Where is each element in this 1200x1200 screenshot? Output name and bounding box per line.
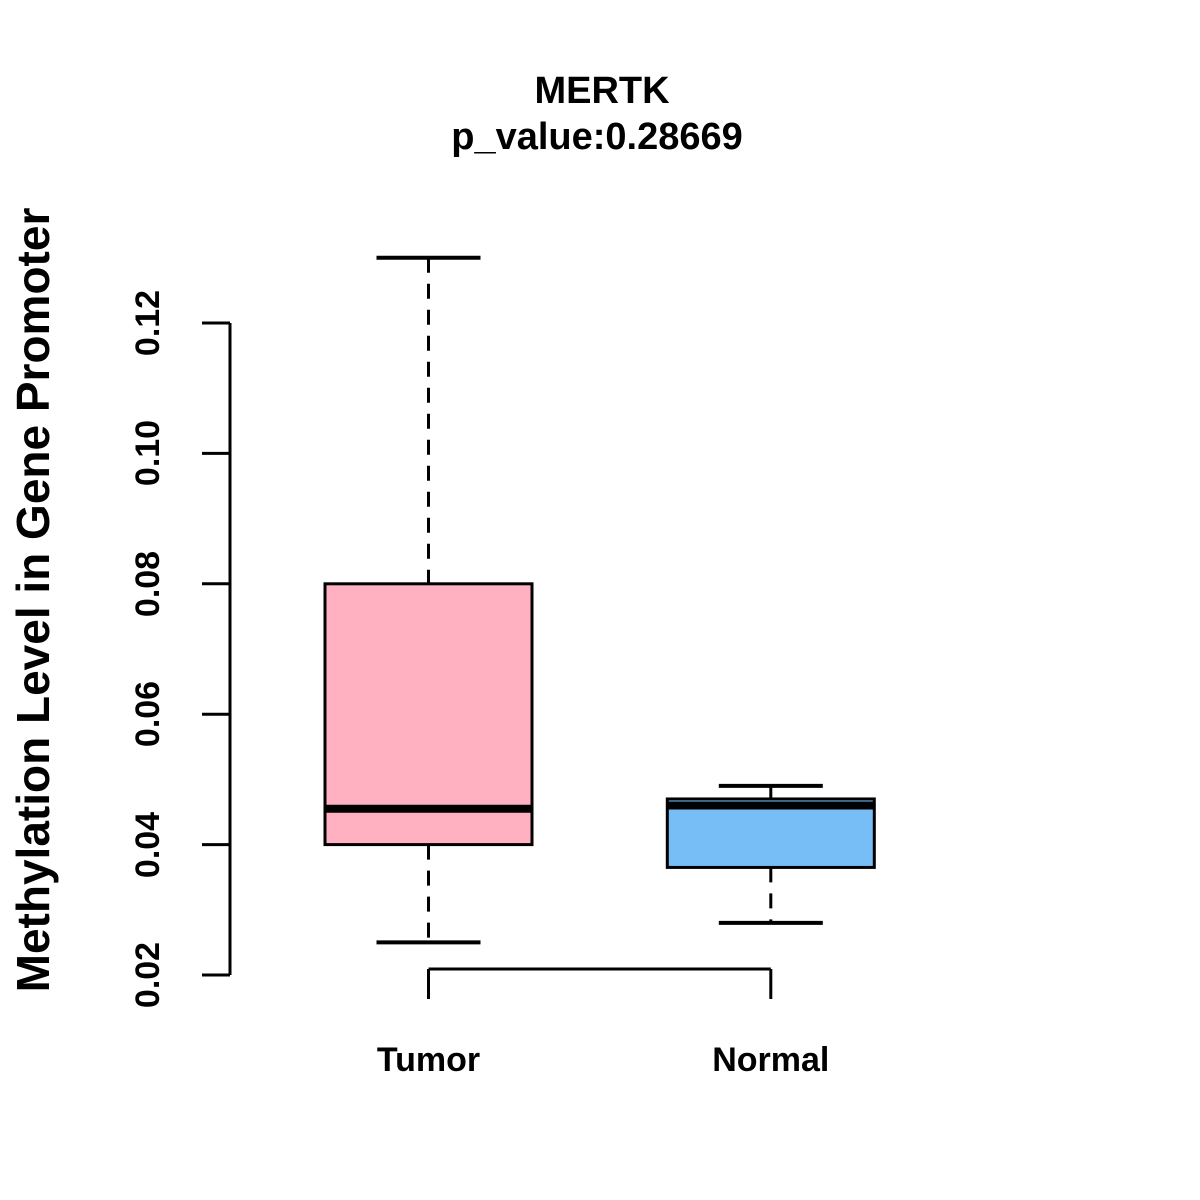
- chart-subtitle-pvalue: p_value:0.28669: [451, 116, 743, 158]
- y-tick-label: 0.04: [129, 811, 167, 878]
- chart-title: MERTK: [534, 70, 670, 112]
- x-axis-label-normal: Normal: [712, 1041, 830, 1079]
- y-tick-label: 0.06: [129, 681, 167, 748]
- y-axis-title: Methylation Level in Gene Promoter: [7, 207, 59, 993]
- y-tick-label: 0.12: [129, 289, 167, 357]
- y-tick-label: 0.08: [129, 550, 167, 617]
- y-tick-label: 0.02: [129, 941, 167, 1009]
- x-axis-label-tumor: Tumor: [376, 1041, 481, 1079]
- tumor-box: [323, 582, 534, 847]
- normal-box: [665, 797, 876, 869]
- y-tick-label: 0.10: [129, 420, 167, 487]
